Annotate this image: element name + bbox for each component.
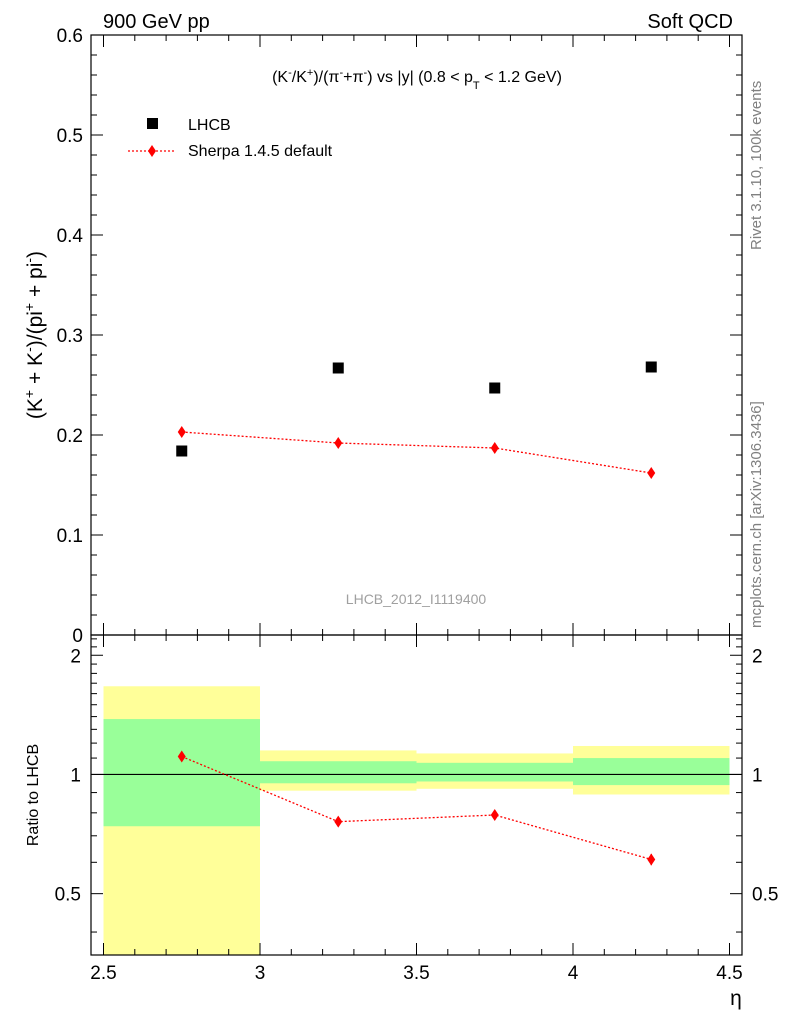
rivet-version-label: Rivet 3.1.10, 100k events bbox=[748, 81, 765, 250]
lhcb-point bbox=[332, 362, 344, 374]
analysis-id-watermark: LHCB_2012_I1119400 bbox=[346, 591, 487, 607]
ratio-sherpa-point bbox=[177, 750, 186, 763]
sherpa-line bbox=[181, 431, 652, 474]
ratio-sherpa-point bbox=[490, 808, 499, 821]
ratio-sherpa-point bbox=[334, 815, 343, 828]
legend-sherpa-label: Sherpa 1.4.5 default bbox=[188, 143, 333, 160]
main-y-tick-label: 0.1 bbox=[57, 526, 83, 547]
ratio-y-tick-label: 0.5 bbox=[55, 885, 81, 906]
ratio-y-tick-label: 2 bbox=[70, 646, 81, 667]
main-y-tick-label: 0.4 bbox=[57, 226, 84, 247]
ratio-y-tick-label-right: 0.5 bbox=[752, 885, 778, 906]
x-tick-label: 4.5 bbox=[716, 963, 742, 984]
x-tick-label: 3.5 bbox=[403, 963, 429, 984]
x-tick-label: 4 bbox=[568, 963, 579, 984]
x-axis-label: η bbox=[730, 987, 742, 1010]
ratio-sherpa-point bbox=[647, 853, 656, 866]
ratio-band-inner bbox=[573, 758, 730, 786]
main-y-tick-label: 0.3 bbox=[57, 326, 83, 347]
ratio-y-tick-label: 1 bbox=[70, 765, 81, 786]
ratio-axis-ticks: 0.5 0.5 1 1 2 2 2.5 3 3.5 4 4.5 bbox=[55, 635, 778, 984]
mcplots-label: mcplots.cern.ch [arXiv:1306.3436] bbox=[748, 401, 765, 628]
header-left: 900 GeV pp bbox=[103, 11, 210, 33]
ratio-band-inner bbox=[260, 761, 417, 784]
ratio-band-inner bbox=[416, 762, 573, 782]
main-y-tick-label: 0.2 bbox=[57, 426, 83, 447]
main-y-axis-label: (K+ + K-)/(pi+ + pi-) bbox=[21, 251, 47, 419]
x-tick-label: 2.5 bbox=[90, 963, 116, 984]
header-right: Soft QCD bbox=[647, 11, 733, 33]
x-tick-label: 3 bbox=[255, 963, 266, 984]
legend-lhcb-marker bbox=[147, 118, 158, 129]
ratio-sherpa-line bbox=[181, 755, 652, 861]
lhcb-point bbox=[489, 382, 501, 394]
lhcb-point bbox=[645, 361, 657, 373]
ratio-y-axis-label: Ratio to LHCB bbox=[25, 744, 42, 846]
lhcb-point bbox=[176, 445, 188, 457]
ratio-uncertainty-bands bbox=[103, 686, 730, 955]
sherpa-point bbox=[334, 437, 343, 449]
main-title: (K-/K+)/(π-+π-) vs |y| (0.8 < pT < 1.2 G… bbox=[272, 67, 562, 92]
sherpa-point bbox=[177, 426, 186, 438]
main-axis-ticks: 0 0.1 0.2 0.3 0.4 0.5 0.6 bbox=[57, 26, 742, 647]
main-data-marks bbox=[176, 361, 657, 479]
sherpa-point bbox=[490, 442, 499, 454]
main-y-tick-label: 0.5 bbox=[57, 126, 83, 147]
ratio-data-marks bbox=[177, 750, 656, 866]
main-y-tick-label: 0 bbox=[72, 626, 83, 647]
sherpa-point bbox=[647, 467, 656, 479]
legend-lhcb-label: LHCB bbox=[188, 117, 231, 134]
legend: LHCB Sherpa 1.4.5 default bbox=[128, 117, 333, 160]
ratio-y-tick-label-right: 1 bbox=[752, 765, 763, 786]
ratio-band-inner bbox=[103, 719, 260, 827]
main-y-tick-label: 0.6 bbox=[57, 26, 83, 47]
ratio-y-tick-label-right: 2 bbox=[752, 646, 763, 667]
legend-sherpa-marker bbox=[148, 145, 156, 157]
